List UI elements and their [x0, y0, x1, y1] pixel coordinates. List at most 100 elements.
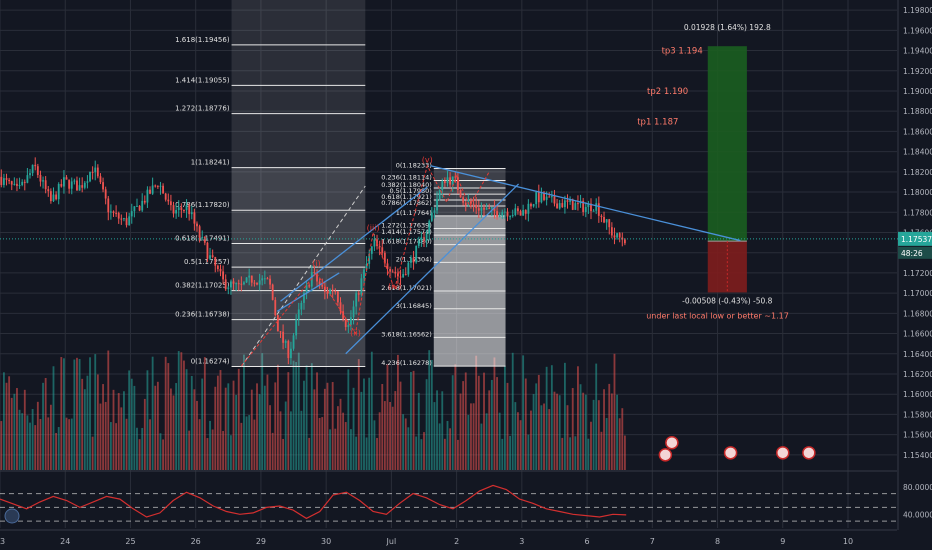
- candle-body: [256, 282, 258, 285]
- volume-bar: [383, 401, 386, 470]
- volume-bar: [339, 398, 342, 470]
- candle-body: [109, 211, 112, 213]
- volume-bar: [123, 391, 125, 470]
- channel-upper-line[interactable]: [280, 186, 428, 302]
- volume-bar: [605, 418, 608, 470]
- trend-drawings[interactable]: [241, 164, 741, 367]
- candle-body: [128, 216, 131, 226]
- candle-body: [410, 257, 412, 263]
- volume-bar: [336, 406, 339, 470]
- candle-body: [243, 282, 245, 285]
- fib-ext-level-label: 0.5(1.17980): [389, 187, 431, 195]
- volume-bar: [47, 417, 50, 470]
- candle-body: [378, 246, 381, 248]
- candle-body: [180, 207, 183, 210]
- candle-body: [608, 219, 611, 228]
- price-tick-label: 1.16400: [903, 350, 932, 359]
- tp2-label: tp2 1.190: [647, 87, 688, 97]
- volume-bar: [501, 438, 504, 470]
- candle-body: [592, 210, 595, 212]
- economic-event-icon[interactable]: [723, 446, 738, 460]
- volume-bar: [592, 399, 595, 470]
- candle-body: [154, 185, 157, 187]
- candle-body: [240, 283, 243, 285]
- candle-body: [16, 183, 18, 186]
- long-position-tool[interactable]: [707, 46, 747, 293]
- descending-trendline[interactable]: [430, 165, 741, 242]
- volume-bar: [0, 421, 3, 470]
- volume-bar: [297, 352, 300, 470]
- candle-body: [188, 205, 191, 215]
- volume-bar: [112, 389, 115, 470]
- candle-body: [214, 256, 217, 266]
- economic-event-icon[interactable]: [665, 435, 679, 450]
- fib-level-label: 1.272(1.18776): [175, 105, 230, 113]
- volume-bar: [49, 404, 52, 470]
- volume-bar: [347, 369, 350, 470]
- candle-body: [73, 180, 76, 182]
- economic-event-icon[interactable]: [776, 446, 790, 460]
- volume-bar: [290, 411, 292, 470]
- volume-bar: [480, 423, 483, 470]
- candle-body: [149, 189, 151, 194]
- volume-bar: [258, 394, 261, 470]
- price-tick-label: 1.17200: [903, 269, 932, 278]
- candle-body: [237, 283, 240, 285]
- candle-body: [263, 278, 266, 280]
- volume-bar: [368, 377, 371, 470]
- volume-bar: [253, 419, 256, 470]
- volume-bar: [16, 388, 18, 470]
- candle-body: [433, 210, 436, 213]
- volume-bar: [509, 435, 512, 470]
- candle-body: [605, 219, 608, 223]
- candle-body: [227, 287, 230, 290]
- candle-body: [0, 176, 3, 185]
- indicator-settings-icon[interactable]: [4, 508, 20, 524]
- candle-body: [120, 218, 123, 220]
- price-tick-label: 1.15400: [903, 451, 932, 460]
- candle-body: [623, 239, 626, 244]
- volume-bar: [44, 377, 47, 470]
- volume-bar: [543, 403, 545, 470]
- volume-bar: [237, 368, 240, 470]
- candle-body: [21, 181, 24, 186]
- candle-body: [389, 269, 391, 272]
- volume-bar: [493, 357, 496, 470]
- candle-body: [138, 205, 141, 211]
- candle-body: [399, 276, 402, 278]
- volume-bar: [410, 371, 412, 470]
- price-tick-label: 1.16600: [903, 330, 932, 339]
- economic-event-icons[interactable]: [658, 435, 816, 462]
- candle-body: [363, 269, 365, 279]
- profit-zone: [707, 46, 747, 242]
- channel-lower-line[interactable]: [345, 183, 520, 355]
- volume-bar: [472, 403, 475, 470]
- candle-body: [524, 210, 527, 214]
- last-price-label: 1.17537: [901, 235, 932, 244]
- volume-bar: [154, 385, 157, 470]
- volume-bar: [350, 429, 352, 470]
- price-tick-label: 1.18800: [903, 107, 932, 116]
- fib-ext-level-label: 1(1.17764): [396, 209, 432, 217]
- time-axis[interactable]: 232425262930Jul23678910: [0, 537, 853, 546]
- candle-body: [248, 275, 251, 278]
- volume-bar: [394, 391, 397, 470]
- volume-bar: [141, 427, 144, 470]
- volume-bar: [133, 385, 136, 470]
- volume-bar: [240, 422, 243, 470]
- channel-inner-line[interactable]: [276, 272, 340, 312]
- economic-event-icon[interactable]: [802, 446, 816, 460]
- volume-bar: [300, 410, 303, 470]
- fib-retracement-left[interactable]: 1.618(1.19456) 1.414(1.19055) 1.272(1.1877…: [175, 0, 366, 367]
- volume-bar: [376, 437, 378, 470]
- volume-bar: [613, 353, 616, 470]
- volume-bar: [70, 418, 73, 470]
- candle-body: [582, 200, 585, 212]
- volume-bar: [232, 380, 235, 470]
- candle-body: [498, 215, 501, 217]
- economic-event-icon[interactable]: [658, 448, 673, 462]
- fib-level-label: 1.618(1.19456): [175, 36, 230, 44]
- candle-body: [206, 242, 209, 259]
